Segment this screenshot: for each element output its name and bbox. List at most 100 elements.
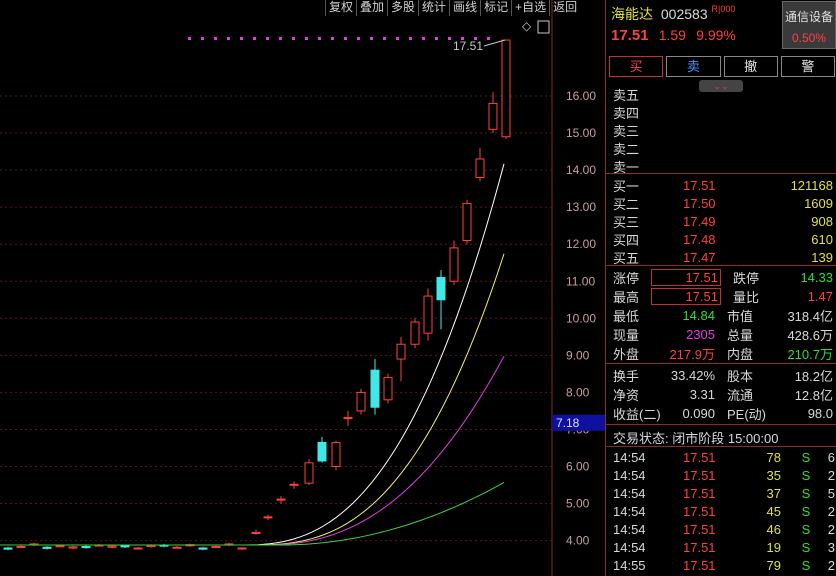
peak-dot: [357, 37, 360, 40]
buy-label: 买五: [613, 250, 640, 266]
trade-price: 17.51: [683, 521, 716, 537]
y-tick-label: 16.00: [566, 89, 596, 103]
toolbar-button[interactable]: 标记: [480, 0, 511, 16]
trade-volume: 78: [766, 449, 781, 465]
buy-price: 17.49: [683, 213, 716, 229]
y-tick-label: 12.00: [566, 237, 596, 251]
stock-title: 海能达 002583 R|000: [611, 4, 735, 24]
candle-body: [317, 441, 327, 462]
stat-row: 最高 17.51 量比 1.47: [613, 287, 833, 306]
trade-time: 14:54: [613, 449, 646, 465]
trade-price: 17.51: [683, 557, 716, 573]
action-button[interactable]: 警: [780, 56, 835, 77]
diamond-icon[interactable]: ◇: [522, 19, 532, 33]
trade-row: 14:54 17.51 35 S 2: [613, 466, 835, 484]
window-icon[interactable]: [537, 20, 550, 34]
candle-body: [3, 547, 13, 550]
candle-body: [251, 531, 261, 534]
stat-key: PE(动): [727, 407, 767, 422]
y-tick-label: 9.00: [566, 348, 590, 362]
toolbar-button[interactable]: 叠加: [356, 0, 387, 16]
buy-volume: 1609: [804, 195, 833, 211]
peak-dot: [201, 37, 204, 40]
stat-row: 净资 3.31 流通 12.8亿: [613, 385, 833, 404]
trade-status: 交易状态: 闭市阶段 15:00:00: [613, 431, 779, 446]
y-tick-label: 6.00: [566, 460, 590, 474]
trade-count: 2: [827, 557, 835, 573]
candle-body: [172, 546, 182, 549]
candle-body: [107, 545, 117, 548]
stat-key: 外盘: [613, 347, 640, 362]
action-button[interactable]: 撤: [723, 56, 778, 77]
toolbar-button[interactable]: 统计: [418, 0, 449, 16]
trade-price: 17.51: [683, 485, 716, 501]
candle-body: [68, 546, 78, 549]
industry-button[interactable]: 通信设备 0.50%: [782, 1, 836, 49]
candle-body: [211, 546, 221, 549]
price: 17.51: [611, 27, 649, 44]
ma20-line: [0, 355, 505, 546]
candle-body: [146, 544, 156, 548]
toolbar-button[interactable]: 复权: [325, 0, 356, 16]
toolbar-button[interactable]: +自选: [511, 0, 549, 16]
quote-panel: 海能达 002583 R|000 17.51 1.59 9.99% 通信设备 0…: [605, 0, 836, 576]
y-tick-label: 4.00: [566, 534, 590, 548]
stock-tag: R|000: [711, 4, 736, 14]
trade-time: 14:54: [613, 503, 646, 519]
action-button[interactable]: 买: [609, 56, 664, 77]
trade-row: 14:54 17.51 19 S 3: [613, 538, 835, 556]
peak-dot: [409, 37, 412, 40]
stat-key: 现量: [613, 328, 640, 343]
trade-price: 17.51: [683, 539, 716, 555]
candle-body: [488, 102, 498, 130]
trade-count: 6: [827, 449, 835, 465]
industry-value: 0.50%: [791, 31, 827, 45]
trade-row: 14:54 17.51 45 S 2: [613, 502, 835, 520]
peak-dot: [344, 37, 347, 40]
trade-price: 17.51: [683, 503, 716, 519]
current-price-box: [552, 414, 605, 431]
stat-key: 量比: [733, 290, 760, 305]
stat-value: 18.2亿: [794, 369, 833, 384]
candle-body: [16, 546, 26, 549]
buy-price: 17.47: [683, 249, 716, 265]
trade-count: 2: [827, 503, 835, 519]
toolbar-button[interactable]: 返回: [549, 0, 580, 16]
toolbar-button[interactable]: 多股: [387, 0, 418, 16]
trade-time: 14:54: [613, 521, 646, 537]
stat-key: 市值: [727, 309, 754, 324]
buy-label: 买二: [613, 196, 640, 212]
stat-value: 2305: [686, 327, 715, 342]
action-button[interactable]: 卖: [666, 56, 721, 77]
candle-body: [55, 545, 65, 548]
candle-body: [133, 547, 143, 550]
peak-dot: [422, 37, 425, 40]
toolbar-button[interactable]: 画线: [449, 0, 480, 16]
candle-body: [289, 483, 299, 486]
trade-side: S: [801, 467, 811, 483]
stat-row: 最低 14.84 市值 318.4亿: [613, 306, 833, 325]
peak-dot: [279, 37, 282, 40]
buy-row: 买四 17.48 610: [613, 230, 833, 248]
trade-price: 17.51: [683, 467, 716, 483]
trade-count: 3: [827, 539, 835, 555]
peak-dot: [240, 37, 243, 40]
peak-dot: [474, 37, 477, 40]
stats-table-2: 换手 33.42% 股本 18.2亿 净资 3.31 流通 12.8亿 收益(二) 0.090 PE…: [613, 366, 833, 423]
candle-body: [383, 377, 393, 401]
peak-dot: [253, 37, 256, 40]
trade-row: 14:54 17.51 78 S 6: [613, 448, 835, 466]
peak-dot: [266, 37, 269, 40]
candle-body: [263, 516, 273, 519]
stat-value: 0.090: [682, 406, 715, 421]
peak-arrow: [483, 39, 506, 47]
candle-body: [120, 545, 130, 548]
chevron-down-icon[interactable]: ⌄⌄: [699, 80, 743, 92]
kline-chart[interactable]: 16.00 15.00 14.00 13.00 12.00 11.00 10.00 9.00 8…: [0, 0, 605, 576]
peak-dot: [318, 37, 321, 40]
stat-value: 428.6万: [787, 328, 833, 343]
trade-volume: 35: [766, 467, 781, 483]
trade-side: S: [801, 449, 811, 465]
stat-key: 流通: [727, 388, 754, 403]
stock-name: 海能达: [611, 6, 653, 22]
